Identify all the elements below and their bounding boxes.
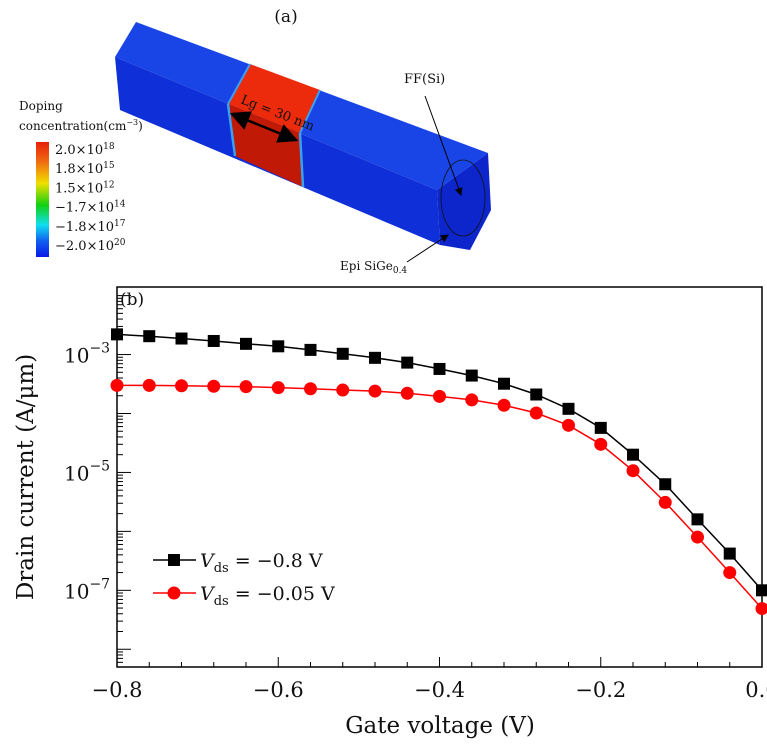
legend-label: Vds = −0.8 V	[200, 550, 323, 576]
data-point-square	[594, 421, 607, 434]
data-point-circle	[433, 389, 446, 403]
colorbar-gradient	[36, 142, 49, 257]
data-point-square	[723, 547, 736, 560]
data-point-square	[304, 343, 317, 356]
data-point-circle	[497, 398, 511, 412]
legend: Vds = −0.8 V Vds = −0.05 V	[153, 550, 335, 609]
data-point-circle	[175, 379, 188, 393]
y-tick-label: 10−5	[64, 458, 110, 485]
colorbar-title-line2: concentration(cm−3)	[19, 118, 143, 133]
bar-end-face	[437, 153, 491, 250]
colorbar: Doping concentration(cm−3) 2.0×1018 1.8×1…	[19, 99, 143, 257]
fin-core-outline	[440, 159, 486, 237]
x-axis-label: Gate voltage (V)	[345, 713, 535, 739]
data-point-circle	[239, 380, 253, 394]
colorbar-tick-label: 1.8×1015	[55, 161, 115, 177]
junction-left-top	[227, 63, 251, 105]
data-point-square	[175, 332, 188, 345]
panel-a-label: (a)	[274, 7, 297, 27]
junction-right-top	[299, 89, 321, 134]
fin-arrow	[424, 95, 463, 196]
data-point-circle	[207, 379, 221, 393]
data-point-circle	[594, 437, 608, 451]
data-point-square	[498, 377, 510, 390]
y-tick-label: 10−3	[64, 341, 110, 368]
data-point-square	[401, 356, 414, 369]
y-axis-label: Drain current (A/μm)	[13, 354, 39, 600]
data-point-circle	[142, 378, 156, 392]
data-point-circle	[110, 378, 124, 392]
data-point-square	[659, 478, 672, 491]
data-point-square	[336, 347, 349, 360]
data-point-square	[627, 448, 639, 461]
data-point-circle	[304, 382, 317, 396]
data-point-square	[369, 351, 381, 364]
data-point-circle	[562, 418, 575, 432]
fin-label: FF(Si)	[404, 72, 445, 87]
legend-marker-circle	[167, 586, 181, 600]
panel-b-chart: −0.8 −0.6 −0.4 −0.2 0.0 10−3 10−5 10−7 (b) Vds …	[13, 286, 767, 739]
colorbar-tick-label: 2.0×1018	[55, 142, 115, 158]
colorbar-title-line1: Doping	[19, 99, 63, 113]
legend-marker-square	[168, 554, 180, 566]
y-tick-label: 10−7	[64, 576, 110, 603]
colorbar-tick-label: −2.0×1020	[55, 238, 126, 254]
legend-label: Vds = −0.05 V	[200, 583, 335, 609]
panel-a: (a) Lg = 30 nm FF(Si) Epi SiGe0.4 Doping…	[19, 7, 491, 276]
data-point-circle	[755, 602, 767, 616]
data-point-square	[433, 362, 446, 375]
data-point-circle	[691, 530, 704, 544]
junction-right	[298, 132, 305, 188]
epi-arrow	[406, 234, 449, 263]
finfet-3d-render	[115, 22, 491, 250]
colorbar-tick-label: 1.5×1012	[55, 180, 115, 196]
data-point-square	[272, 340, 285, 353]
data-point-square	[240, 337, 252, 350]
x-tick-label: −0.2	[575, 678, 626, 702]
data-point-square	[530, 388, 543, 401]
data-point-circle	[529, 406, 543, 420]
colorbar-tick-label: −1.7×1014	[55, 200, 126, 216]
data-point-square	[111, 328, 123, 341]
data-point-circle	[465, 393, 479, 407]
data-point-circle	[271, 381, 285, 395]
data-point-square	[465, 369, 478, 382]
data-point-circle	[658, 495, 672, 509]
data-point-circle	[723, 566, 737, 580]
data-point-square	[756, 584, 767, 597]
x-tick-label: −0.4	[414, 678, 465, 702]
x-tick-label: −0.8	[92, 678, 143, 702]
x-tick-label: 0.0	[745, 678, 767, 702]
data-point-square	[207, 334, 220, 347]
data-point-circle	[626, 464, 640, 478]
panel-b-label: (b)	[120, 290, 144, 310]
data-point-square	[562, 402, 575, 415]
data-point-circle	[368, 384, 382, 398]
x-tick-label: −0.6	[253, 678, 304, 702]
colorbar-tick-label: −1.8×1017	[55, 219, 126, 235]
data-point-square	[691, 513, 704, 526]
gate-length-arrow	[229, 111, 299, 143]
epi-label: Epi SiGe0.4	[340, 259, 407, 276]
data-point-circle	[336, 383, 350, 397]
data-point-circle	[400, 386, 414, 400]
data-point-square	[143, 330, 156, 343]
